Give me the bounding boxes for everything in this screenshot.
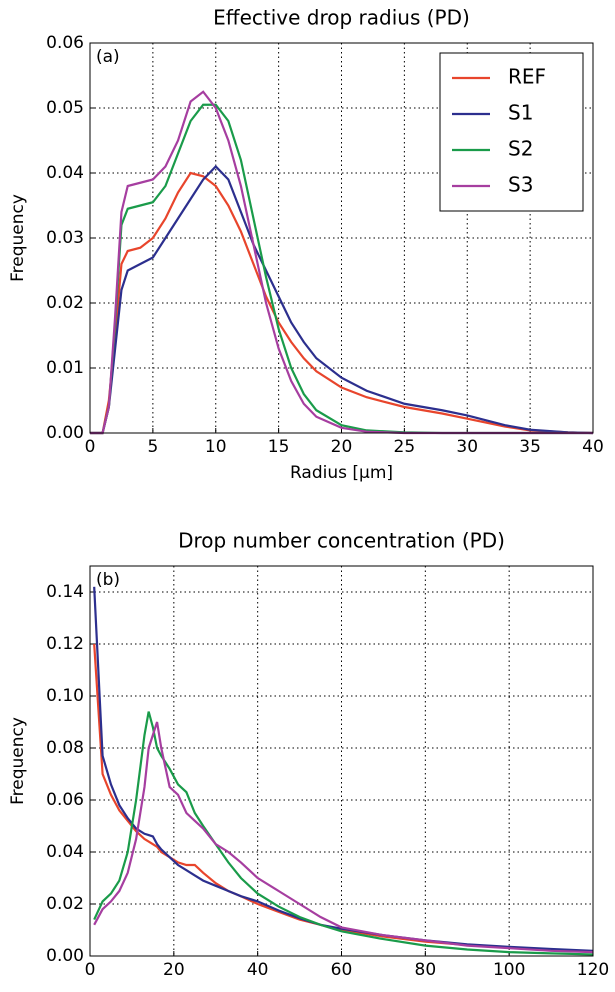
y-tick-label: 0.12 — [46, 634, 84, 654]
series-line — [93, 721, 594, 954]
y-tick-label: 0.01 — [46, 358, 84, 378]
series-line — [90, 171, 594, 435]
x-tick-label: 25 — [394, 437, 416, 457]
x-tick-label: 20 — [163, 960, 185, 980]
y-tick-label: 0.05 — [46, 98, 84, 118]
x-axis-label: Radius [μm] — [290, 463, 393, 483]
panel-label: (a) — [96, 47, 120, 67]
y-tick-label: 0.02 — [46, 894, 84, 914]
chart-title: Drop number concentration (PD) — [178, 529, 505, 553]
series-line — [90, 164, 594, 435]
x-tick-label: 10 — [205, 437, 227, 457]
x-tick-label: 5 — [147, 437, 158, 457]
y-tick-label: 0.06 — [46, 33, 84, 53]
legend-box — [439, 52, 584, 212]
plot-frame — [89, 565, 594, 957]
y-tick-label: 0.00 — [46, 946, 84, 966]
legend-label: S1 — [508, 101, 533, 125]
series-line — [93, 643, 594, 953]
x-tick-label: 40 — [247, 960, 269, 980]
panel-label: (b) — [96, 570, 120, 590]
y-axis-label: Frequency — [8, 194, 28, 282]
y-tick-label: 0.03 — [46, 228, 84, 248]
legend-label: S3 — [508, 173, 533, 197]
plot-frame — [89, 42, 594, 434]
y-tick-label: 0.10 — [46, 686, 84, 706]
x-tick-label: 20 — [331, 437, 353, 457]
chart-title: Effective drop radius (PD) — [213, 6, 470, 30]
series-line — [93, 711, 594, 956]
x-tick-label: 30 — [456, 437, 478, 457]
x-tick-label: 35 — [519, 437, 541, 457]
y-tick-label: 0.14 — [46, 582, 84, 602]
y-tick-label: 0.04 — [46, 163, 84, 183]
x-tick-label: 120 — [577, 960, 609, 980]
x-tick-label: 80 — [415, 960, 437, 980]
y-tick-label: 0.08 — [46, 738, 84, 758]
y-tick-label: 0.06 — [46, 790, 84, 810]
y-tick-label: 0.04 — [46, 842, 84, 862]
x-tick-label: 0 — [85, 960, 96, 980]
y-axis-label: Frequency — [8, 717, 28, 805]
x-tick-label: 15 — [268, 437, 290, 457]
x-tick-label: 40 — [582, 437, 604, 457]
x-tick-label: 0 — [85, 437, 96, 457]
legend-label: S2 — [508, 137, 533, 161]
y-tick-label: 0.00 — [46, 423, 84, 443]
x-tick-label: 100 — [493, 960, 525, 980]
legend-label: REF — [508, 65, 546, 89]
x-tick-label: 60 — [331, 960, 353, 980]
y-tick-label: 0.02 — [46, 293, 84, 313]
